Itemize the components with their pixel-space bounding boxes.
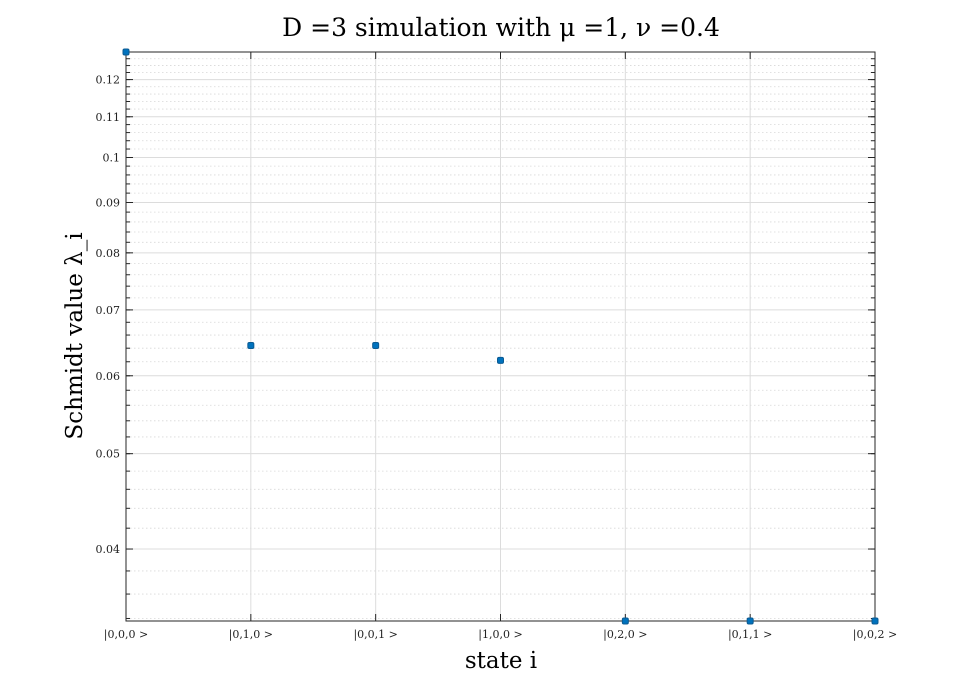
- data-point: [497, 356, 504, 364]
- data-point: [746, 617, 754, 625]
- data-point: [621, 617, 629, 625]
- y-tick-label: 0.08: [96, 247, 121, 260]
- data-point: [871, 617, 879, 625]
- major-grid: [125, 52, 876, 621]
- data-point: [372, 342, 380, 350]
- y-tick-label: 0.1: [103, 151, 121, 164]
- x-tick-label: |0,2,0 >: [603, 628, 647, 642]
- x-tick-labels: |0,0,0 > |0,1,0 > |0,0,1 > |1,0,0 > |0,2,0 >…: [104, 628, 897, 642]
- y-tick-label: 0.05: [96, 448, 121, 461]
- x-tick-label: |0,1,1 >: [728, 628, 772, 642]
- data-points: [122, 48, 879, 625]
- y-tick-label: 0.09: [96, 197, 121, 210]
- y-tick-label: 0.04: [96, 543, 121, 556]
- x-tick-label: |0,0,2 >: [853, 628, 897, 642]
- y-tick-label: 0.12: [96, 74, 121, 87]
- y-tick-label: 0.11: [96, 111, 121, 124]
- axis-ticks: [125, 52, 876, 621]
- x-axis-label: state i: [465, 648, 537, 674]
- y-axis-label: Schmidt value λ_i: [62, 232, 88, 439]
- chart-title: D =3 simulation with μ =1, ν =0.4: [282, 13, 720, 42]
- y-tick-labels: 0.04 0.05 0.06 0.07 0.08 0.09 0.1 0.11 0.12: [96, 74, 121, 556]
- data-point: [122, 48, 130, 56]
- x-tick-label: |0,0,0 >: [104, 628, 148, 642]
- data-point: [247, 342, 255, 350]
- y-tick-label: 0.07: [96, 304, 121, 317]
- x-tick-label: |0,0,1 >: [353, 628, 397, 642]
- x-tick-label: |1,0,0 >: [478, 628, 522, 642]
- x-tick-label: |0,1,0 >: [229, 628, 273, 642]
- y-tick-label: 0.06: [96, 370, 121, 383]
